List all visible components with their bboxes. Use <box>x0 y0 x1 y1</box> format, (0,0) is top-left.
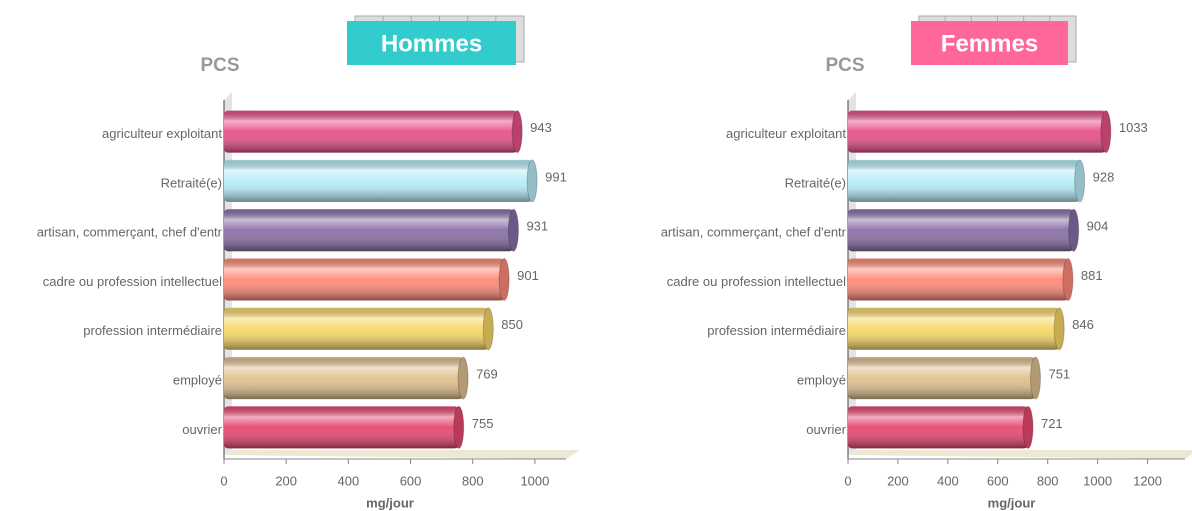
y-tick-label: artisan, commerçant, chef d'entr <box>37 225 223 240</box>
value-label: 721 <box>1041 416 1063 431</box>
bar-cap <box>526 159 538 203</box>
title-box <box>911 21 1068 65</box>
x-tick-label: 400 <box>937 473 959 488</box>
x-tick-label: 800 <box>462 473 484 488</box>
x-tick-label: 600 <box>987 473 1009 488</box>
value-label: 991 <box>545 169 567 184</box>
y-tick-label: employé <box>797 373 846 388</box>
value-label: 846 <box>1072 317 1094 332</box>
bar-cap <box>482 307 494 351</box>
bar-shading <box>224 406 459 449</box>
x-tick-label: 200 <box>275 473 297 488</box>
bar-cap <box>1053 307 1065 351</box>
bar-cap <box>1062 258 1074 301</box>
y-tick-label: profession intermédiaire <box>707 323 846 338</box>
x-tick-label: 0 <box>220 473 227 488</box>
bar-shading <box>848 357 1036 400</box>
floor <box>224 450 580 459</box>
y-tick-label: ouvrier <box>182 422 222 437</box>
value-label: 751 <box>1048 367 1070 382</box>
value-label: 755 <box>472 416 494 431</box>
y-axis-label: PCS <box>825 55 864 76</box>
bar-cap <box>507 208 519 252</box>
bar-shading <box>224 258 505 301</box>
bar-cap <box>457 356 469 400</box>
value-label: 850 <box>501 317 523 332</box>
x-tick-label: 1000 <box>520 473 549 488</box>
x-tick-label: 800 <box>1037 473 1059 488</box>
value-label: 943 <box>530 120 552 135</box>
bar-shading <box>224 110 518 153</box>
value-label: 904 <box>1087 219 1109 234</box>
y-tick-label: ouvrier <box>806 422 846 437</box>
bar-shading <box>224 357 464 400</box>
value-label: 928 <box>1093 169 1115 184</box>
bar-shading <box>224 209 514 252</box>
value-label: 769 <box>476 367 498 382</box>
bar-shading <box>848 258 1068 301</box>
bar-shading <box>224 159 533 202</box>
x-tick-label: 1200 <box>1133 473 1162 488</box>
bar-cap <box>453 405 465 449</box>
y-tick-label: agriculteur exploitant <box>102 126 222 141</box>
bar-shading <box>848 159 1080 202</box>
bar-cap <box>1068 208 1080 252</box>
value-label: 901 <box>517 268 539 283</box>
x-tick-label: 200 <box>887 473 909 488</box>
x-axis-label: mg/jour <box>366 495 414 510</box>
bar-cap <box>511 110 523 154</box>
chart-title: Hommes <box>381 30 482 57</box>
y-tick-label: agriculteur exploitant <box>726 126 846 141</box>
value-label: 931 <box>526 219 548 234</box>
y-tick-label: cadre ou profession intellectuel <box>667 274 846 289</box>
x-tick-label: 400 <box>338 473 360 488</box>
y-tick-label: profession intermédiaire <box>83 323 222 338</box>
bar-shading <box>848 307 1060 350</box>
value-label: 1033 <box>1119 120 1148 135</box>
y-tick-label: Retraité(e) <box>785 175 846 190</box>
chart-title: Femmes <box>941 30 1038 57</box>
floor <box>848 450 1192 459</box>
y-axis-label: PCS <box>200 55 239 76</box>
x-tick-label: 600 <box>400 473 422 488</box>
y-tick-label: Retraité(e) <box>161 175 222 190</box>
bar-cap <box>1100 110 1112 154</box>
bar-cap <box>1022 405 1034 449</box>
title-box <box>347 21 516 65</box>
y-tick-label: employé <box>173 373 222 388</box>
x-tick-label: 1000 <box>1083 473 1112 488</box>
bar-cap <box>1074 159 1086 203</box>
y-tick-label: artisan, commerçant, chef d'entr <box>661 225 847 240</box>
y-tick-label: cadre ou profession intellectuel <box>43 274 222 289</box>
bar-shading <box>848 110 1106 153</box>
x-tick-label: 0 <box>844 473 851 488</box>
bar-cap <box>498 258 510 301</box>
value-label: 881 <box>1081 268 1103 283</box>
x-axis-label: mg/jour <box>988 495 1036 510</box>
bar-shading <box>848 406 1028 449</box>
bar-shading <box>224 307 489 350</box>
bar-shading <box>848 209 1074 252</box>
bar-cap <box>1029 356 1041 400</box>
